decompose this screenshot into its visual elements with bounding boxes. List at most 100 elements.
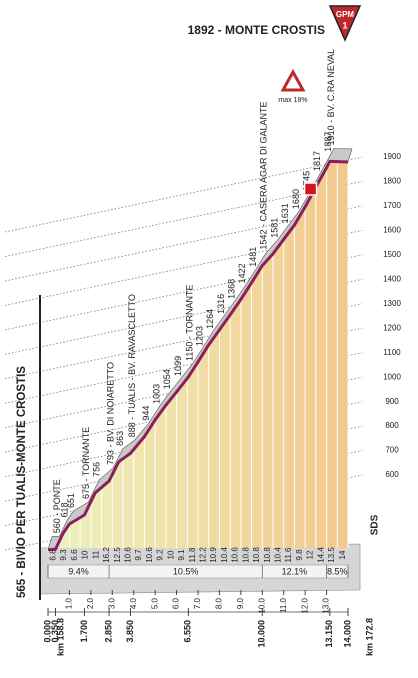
gradient-label: 13.5 [327, 547, 336, 563]
gradient-label: 10.8 [263, 547, 272, 563]
y-tick-label: 1200 [383, 323, 401, 332]
end-km-label: km 172.8 [364, 618, 374, 656]
gradient-label: 9.7 [134, 549, 143, 561]
gpm-badge [328, 5, 362, 42]
point-label: 1887 [323, 132, 333, 152]
grid-line [4, 205, 363, 282]
distance-label: 6.550 [183, 620, 193, 643]
grid-line [4, 327, 363, 404]
point-label: 1316 [216, 294, 226, 314]
point-label: 1054 [162, 369, 172, 389]
average-gradient-label: 10.5% [173, 566, 199, 576]
y-tick-label: 1600 [383, 226, 401, 235]
grid-line [4, 230, 363, 306]
point-label: 944 [141, 406, 151, 421]
point-label: 1203 [194, 326, 204, 346]
x-tick-label: 12.0 [300, 597, 309, 613]
point-label: 1099 [173, 356, 183, 376]
grid-line [4, 156, 363, 233]
gradient-label: 10.4 [273, 547, 282, 563]
point-label: 1581 [269, 218, 279, 238]
x-tick-label: 7.0 [193, 597, 202, 609]
grid-line [4, 181, 363, 257]
x-tick-label: 6.0 [172, 597, 181, 609]
y-tick-label: 1500 [383, 250, 401, 259]
distance-label: 13.150 [324, 620, 334, 648]
y-tick-label: 1100 [383, 348, 401, 357]
max-gradient-label: max 18% [278, 97, 307, 104]
point-label: 1368 [227, 279, 237, 299]
gradient-label: 10 [81, 550, 90, 559]
gradient-label: 10.6 [145, 547, 154, 563]
distance-label: 14.000 [342, 620, 352, 648]
point-label: 756 [92, 462, 102, 477]
y-tick-label: 600 [385, 470, 399, 479]
y-tick-label: 1900 [383, 152, 401, 161]
point-label: 1264 [205, 309, 215, 329]
summit-label: 1892 - MONTE CROSTIS [188, 23, 325, 37]
gradient-label: 10.6 [231, 547, 240, 563]
gradient-label: 12.2 [198, 547, 207, 563]
point-label: 1542 - CASERA AGAR DI GALANTE [259, 102, 269, 250]
y-tick-label: 1000 [383, 372, 401, 381]
gradient-label: 11 [91, 550, 100, 559]
point-label: 1631 [280, 203, 290, 223]
average-gradient-label: 12.1% [282, 566, 308, 576]
point-label: 1422 [237, 263, 247, 283]
point-label: 675 - TORNANTE [81, 427, 91, 499]
x-tick-label: 9.0 [236, 597, 245, 609]
distance-label: 0.350 [50, 620, 60, 643]
gradient-label: 9.1 [177, 549, 186, 561]
gradient-label: 9.8 [295, 549, 304, 561]
grid-line [4, 278, 363, 355]
distance-label: 2.850 [103, 620, 113, 643]
x-tick-label: 10.0 [257, 597, 266, 613]
gradient-label: 6.6 [70, 549, 79, 561]
y-tick-label: 1700 [383, 201, 401, 210]
grid-line [4, 254, 363, 331]
y-tick-label: 700 [385, 446, 399, 455]
x-tick-label: 8.0 [215, 597, 224, 609]
x-tick-label: 11.0 [279, 597, 288, 613]
point-label: 793 - BV. DI NOIARETTO [105, 362, 115, 465]
average-gradient-label: 9.4% [68, 566, 89, 576]
x-tick-label: 5.0 [150, 597, 159, 609]
distance-label: 10.000 [257, 620, 267, 648]
gradient-label: 11.8 [188, 547, 197, 563]
start-label: 565 - BIVIO PER TUALIS-MONTE CROSTIS [16, 366, 28, 598]
point-label: 888 - TUALIS - BV. RAVASCLETTO [127, 294, 137, 437]
gradient-label: 11.6 [284, 547, 293, 563]
gradient-label: 10.8 [241, 547, 250, 563]
gradient-label: 12.5 [113, 547, 122, 563]
gradient-label: 10.8 [252, 547, 261, 563]
start-km-label: km 158.8 [55, 618, 65, 656]
point-label: 863 [115, 431, 125, 446]
grid-line [4, 303, 363, 380]
y-tick-label: 1300 [383, 299, 401, 308]
point-label: 1910 - BV. C.RA NEVAL [326, 49, 336, 146]
logo: SDS [370, 514, 381, 535]
gradient-label: 9.3 [59, 549, 68, 561]
gradient-label: 9.2 [156, 549, 165, 561]
distance-label: 3.850 [125, 620, 135, 643]
gradient-label: 6.8 [48, 549, 57, 561]
gradient-label: 10.6 [123, 547, 132, 563]
distance-label: 1.700 [79, 620, 89, 643]
distance-label: 0.000 [42, 620, 52, 643]
point-label: 1150 - TORNANTE [185, 284, 195, 361]
point-label: 1745 [302, 171, 312, 191]
point-label: 1003 [152, 384, 162, 404]
gradient-label: 12 [306, 550, 315, 559]
gradient-label: 10.4 [220, 547, 229, 563]
x-tick-label: 3.0 [107, 597, 116, 609]
gradient-label: 10.9 [209, 547, 218, 563]
badge-rank: 1 [342, 20, 347, 30]
average-gradient-label: 8.5% [327, 566, 348, 576]
gradient-label: 16.2 [102, 547, 111, 563]
gradient-label: 14.4 [316, 547, 325, 563]
y-tick-label: 1800 [383, 177, 401, 186]
point-label: 560 - PONTE [52, 479, 62, 533]
y-tick-label: 1400 [383, 274, 401, 283]
